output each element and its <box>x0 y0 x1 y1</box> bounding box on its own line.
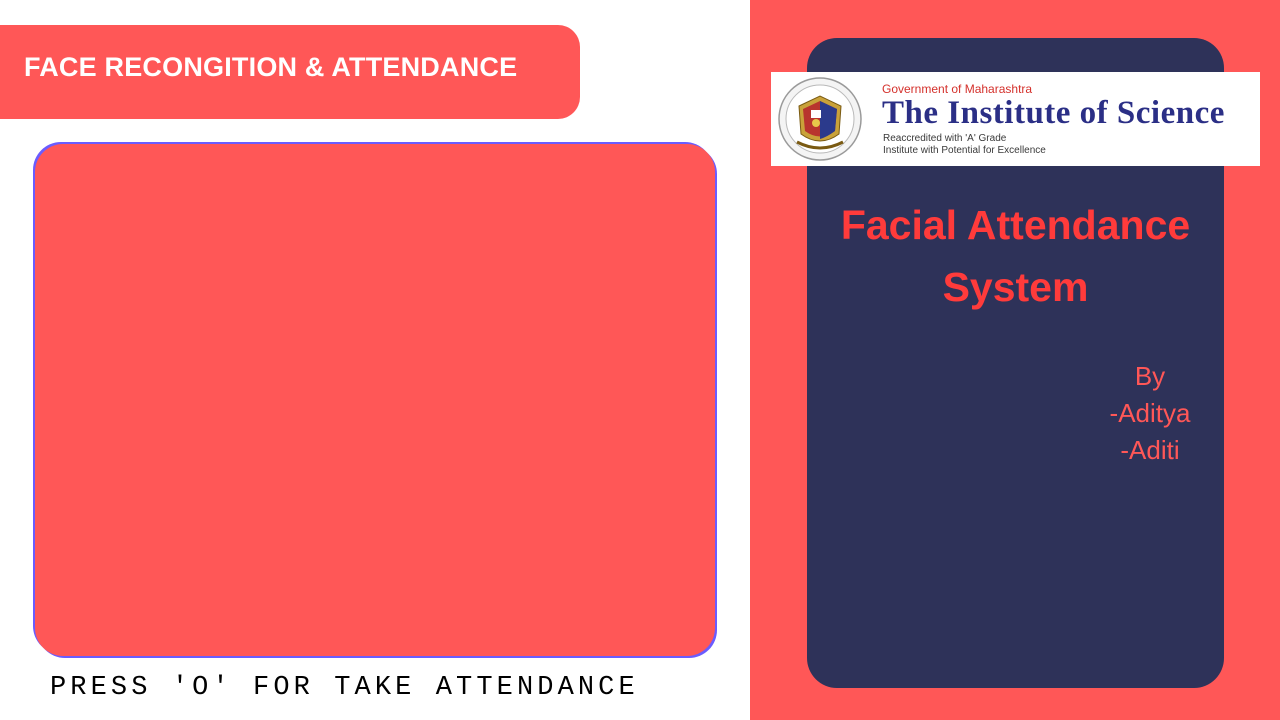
system-title: Facial Attendance System <box>807 194 1224 318</box>
system-title-line2: System <box>942 264 1089 310</box>
page-title: FACE RECONGITION & ATTENDANCE <box>24 52 518 82</box>
grade-label: Reaccredited with 'A' Grade <box>883 133 1007 144</box>
credits: By -Aditya -Aditi <box>1080 358 1220 469</box>
institute-name: The Institute of Science <box>882 95 1225 131</box>
by-label: By <box>1134 361 1166 391</box>
header-banner <box>0 25 580 119</box>
author-aditi: -Aditi <box>1120 435 1180 465</box>
institute-logo-banner: Government of Maharashtra The Institute … <box>771 72 1260 166</box>
camera-feed-frame <box>35 144 715 656</box>
system-title-line1: Facial Attendance <box>840 202 1191 248</box>
potential-label: Institute with Potential for Excellence <box>883 145 1046 156</box>
government-label: Government of Maharashtra <box>882 82 1033 96</box>
institute-emblem-icon <box>778 77 862 161</box>
author-aditya: -Aditya <box>1109 398 1191 428</box>
attendance-instruction: PRESS 'O' FOR TAKE ATTENDANCE <box>50 673 639 703</box>
